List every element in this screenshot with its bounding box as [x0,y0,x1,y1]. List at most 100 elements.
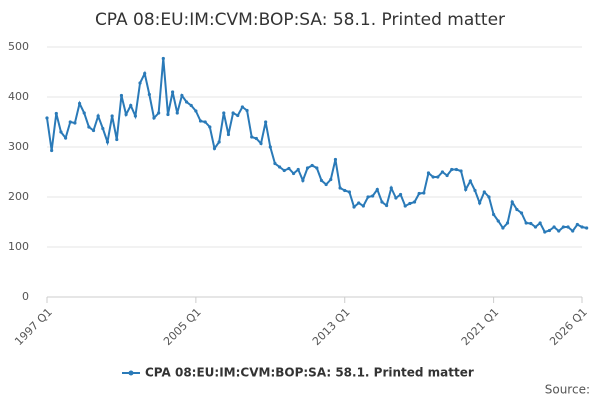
point [519,211,524,215]
point [403,204,407,208]
y-tick-label: 200 [8,190,29,203]
point [198,119,203,123]
legend-label: CPA 08:EU:IM:CVM:BOP:SA: 58.1. Printed m… [145,366,474,380]
point [501,226,505,230]
point [445,173,449,178]
point [282,168,286,173]
point [217,140,221,144]
point [77,101,82,106]
point [147,92,151,97]
point [552,225,556,229]
source: Source: [545,383,590,397]
point [417,191,421,196]
point [161,56,165,61]
point [389,186,393,190]
point [487,195,491,199]
point [361,204,365,208]
point [557,229,561,233]
point [250,135,254,139]
point [54,111,58,116]
point [208,125,212,129]
point [366,195,370,199]
point [440,170,445,174]
point [278,165,282,169]
point [236,113,240,118]
point [64,136,68,140]
point [375,187,379,192]
point [333,157,338,162]
point [264,120,268,124]
point [82,111,86,115]
point [96,114,100,118]
point [431,175,435,179]
point [171,90,175,94]
point [343,188,347,193]
y-tick-label: 300 [8,140,29,153]
point [496,219,500,223]
point [398,192,403,197]
legend-symbol [128,370,134,376]
point [203,120,207,124]
point [580,225,584,229]
point [59,130,63,134]
point [575,222,579,227]
point [110,114,114,118]
point [287,166,291,171]
point [566,225,570,229]
point [87,125,91,129]
point [133,114,137,118]
point [91,128,96,133]
point [408,201,412,206]
point [50,148,54,153]
point [459,169,463,173]
point [338,186,342,190]
point [347,190,351,194]
point [319,178,324,183]
point [119,93,124,98]
chart-title: CPA 08:EU:IM:CVM:BOP:SA: 58.1. Printed m… [95,10,505,30]
point [492,212,496,217]
x-tick-label: 2026 Q1 [547,306,590,349]
point [468,179,472,183]
point [426,171,431,175]
point [529,221,533,226]
point [68,120,72,124]
point [157,111,161,115]
point [561,225,565,229]
point [324,182,328,187]
point [105,140,110,144]
point [515,207,519,212]
point [138,81,142,85]
point [538,221,542,225]
x-tick-label: 1997 Q1 [12,306,55,349]
point [543,230,547,234]
point [129,103,133,108]
point [268,145,272,149]
y-tick-label: 0 [22,290,29,303]
point [524,221,528,225]
point [222,111,226,115]
point [240,105,244,109]
x-tick-label: 2005 Q1 [161,306,204,349]
point [189,103,193,108]
point [254,136,258,141]
point [124,112,128,117]
point [482,190,486,194]
point [422,191,426,195]
point [291,171,296,176]
point [180,93,184,98]
point [226,132,231,137]
point [45,116,49,120]
point [478,201,482,205]
point [394,196,398,200]
point [547,228,552,233]
point [152,116,156,120]
point [329,177,333,182]
point [305,166,310,170]
y-tick-label: 100 [8,240,29,253]
point [450,167,454,172]
point [585,226,589,230]
point [194,109,198,113]
point [371,194,375,198]
